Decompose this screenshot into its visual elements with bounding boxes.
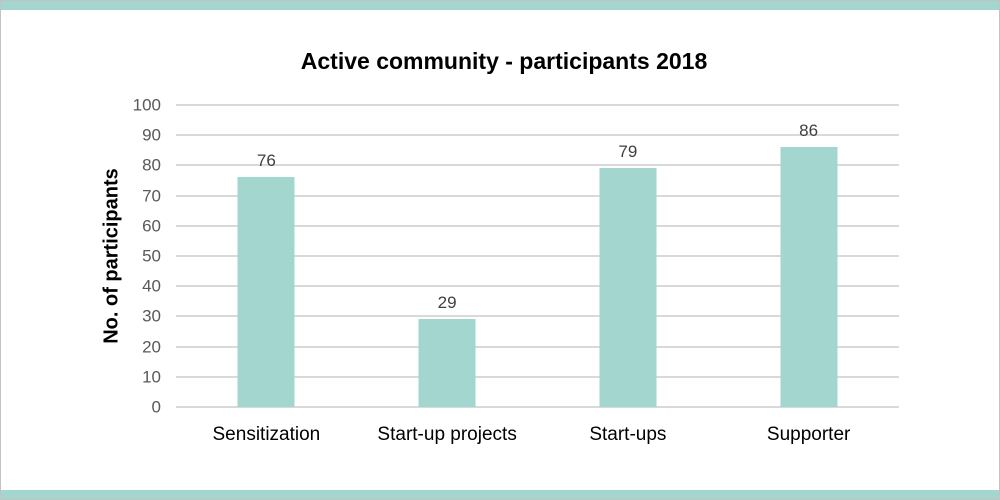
gridline <box>176 255 899 257</box>
y-tick-label: 50 <box>142 246 161 266</box>
category-label-start-up-projects: Start-up projects <box>377 424 517 445</box>
y-tick-label: 60 <box>142 216 161 236</box>
y-tick-label: 10 <box>142 367 161 387</box>
y-tick-label: 30 <box>142 306 161 326</box>
top-accent-band <box>1 1 999 10</box>
y-tick-label: 20 <box>142 337 161 357</box>
y-tick-label: 40 <box>142 276 161 296</box>
gridline <box>176 315 899 318</box>
bar-supporter <box>780 147 838 407</box>
gridline <box>176 104 899 106</box>
gridline <box>176 375 899 378</box>
bar-start-up-projects <box>418 319 476 407</box>
plot-area: 76 29 79 86 <box>176 104 899 408</box>
y-axis-ticks: 0 10 20 30 40 50 60 70 80 90 100 <box>1 97 161 416</box>
category-axis: Sensitization Start-up projects Start-ups S… <box>176 425 899 449</box>
value-label-start-ups: 79 <box>618 142 638 162</box>
category-label-sensitization: Sensitization <box>212 424 321 445</box>
chart-title: Active community - participants 2018 <box>300 48 708 74</box>
value-label-sensitization: 76 <box>256 151 276 171</box>
bottom-accent-band <box>1 490 999 499</box>
y-tick-label: 70 <box>142 186 161 206</box>
bar-start-ups <box>599 168 657 407</box>
gridline <box>176 224 899 227</box>
y-tick-label: 90 <box>142 125 161 145</box>
category-label-start-ups: Start-ups <box>589 424 667 445</box>
gridline <box>176 134 899 137</box>
y-tick-label: 100 <box>132 95 161 115</box>
x-axis-line <box>176 406 899 408</box>
value-label-start-up-projects: 29 <box>437 293 457 313</box>
gridline <box>176 164 899 167</box>
y-tick-label: 80 <box>142 155 161 175</box>
y-tick-label: 0 <box>151 397 161 417</box>
gridline <box>176 285 899 288</box>
bar-sensitization <box>237 177 295 407</box>
category-label-supporter: Supporter <box>766 424 851 445</box>
value-label-supporter: 86 <box>799 121 819 141</box>
gridline <box>176 194 899 197</box>
gridline <box>176 345 899 348</box>
